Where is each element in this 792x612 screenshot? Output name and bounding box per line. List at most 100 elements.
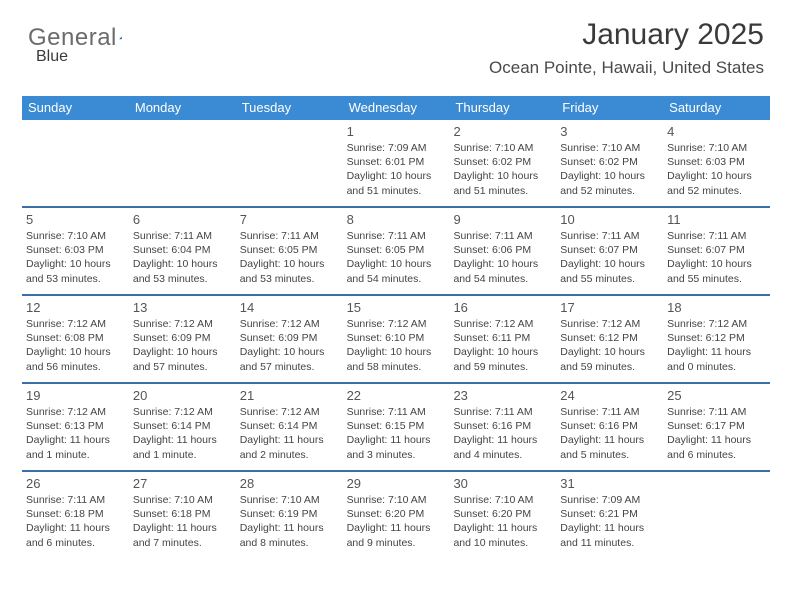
day-info: Sunrise: 7:09 AMSunset: 6:01 PMDaylight:…	[347, 141, 446, 198]
day-number: 1	[347, 124, 446, 139]
day-info: Sunrise: 7:10 AMSunset: 6:20 PMDaylight:…	[347, 493, 446, 550]
day-number: 7	[240, 212, 339, 227]
day-number: 22	[347, 388, 446, 403]
empty-cell	[129, 120, 236, 206]
day-cell: 25 Sunrise: 7:11 AMSunset: 6:17 PMDayligh…	[663, 384, 770, 470]
daylight-text: Daylight: 10 hours and 56 minutes.	[26, 345, 125, 373]
day-number: 6	[133, 212, 232, 227]
day-number: 27	[133, 476, 232, 491]
day-info: Sunrise: 7:10 AMSunset: 6:02 PMDaylight:…	[453, 141, 552, 198]
weekday-header-row: Sunday Monday Tuesday Wednesday Thursday…	[22, 96, 770, 120]
daylight-text: Daylight: 10 hours and 52 minutes.	[667, 169, 766, 197]
day-info: Sunrise: 7:10 AMSunset: 6:18 PMDaylight:…	[133, 493, 232, 550]
day-info: Sunrise: 7:11 AMSunset: 6:18 PMDaylight:…	[26, 493, 125, 550]
day-cell: 10Sunrise: 7:11 AMSunset: 6:07 PMDayligh…	[556, 208, 663, 294]
day-info: Sunrise: 7:12 AMSunset: 6:14 PMDaylight:…	[133, 405, 232, 462]
day-number: 4	[667, 124, 766, 139]
sunrise-text: Sunrise: 7:11 AM	[667, 229, 766, 243]
day-cell: 28Sunrise: 7:10 AMSunset: 6:19 PMDayligh…	[236, 472, 343, 558]
day-info: Sunrise: 7:12 AMSunset: 6:12 PMDaylight:…	[560, 317, 659, 374]
brand-part2-wrap: Blue	[36, 48, 68, 66]
sunrise-text: Sunrise: 7:11 AM	[347, 405, 446, 419]
sunrise-text: Sunrise: 7:10 AM	[560, 141, 659, 155]
day-number: 20	[133, 388, 232, 403]
day-info: Sunrise: 7:10 AMSunset: 6:03 PMDaylight:…	[667, 141, 766, 198]
sunrise-text: Sunrise: 7:11 AM	[453, 405, 552, 419]
day-number: 5	[26, 212, 125, 227]
sunset-text: Sunset: 6:18 PM	[26, 507, 125, 521]
day-number: 18	[667, 300, 766, 315]
sunrise-text: Sunrise: 7:12 AM	[240, 317, 339, 331]
empty-cell	[663, 472, 770, 558]
day-info: Sunrise: 7:11 AMSunset: 6:06 PMDaylight:…	[453, 229, 552, 286]
daylight-text: Daylight: 11 hours and 7 minutes.	[133, 521, 232, 549]
daylight-text: Daylight: 10 hours and 51 minutes.	[347, 169, 446, 197]
sunrise-text: Sunrise: 7:12 AM	[26, 317, 125, 331]
week-row: 26Sunrise: 7:11 AMSunset: 6:18 PMDayligh…	[22, 472, 770, 558]
day-info: Sunrise: 7:11 AMSunset: 6:16 PMDaylight:…	[453, 405, 552, 462]
day-cell: 13Sunrise: 7:12 AMSunset: 6:09 PMDayligh…	[129, 296, 236, 382]
brand-sail-icon	[119, 27, 123, 49]
day-info: Sunrise: 7:12 AMSunset: 6:13 PMDaylight:…	[26, 405, 125, 462]
sunrise-text: Sunrise: 7:11 AM	[133, 229, 232, 243]
sunset-text: Sunset: 6:07 PM	[667, 243, 766, 257]
sunrise-text: Sunrise: 7:12 AM	[560, 317, 659, 331]
month-title: January 2025	[489, 18, 764, 52]
daylight-text: Daylight: 10 hours and 54 minutes.	[453, 257, 552, 285]
sunrise-text: Sunrise: 7:12 AM	[453, 317, 552, 331]
sunrise-text: Sunrise: 7:10 AM	[453, 141, 552, 155]
daylight-text: Daylight: 10 hours and 59 minutes.	[560, 345, 659, 373]
day-cell: 29Sunrise: 7:10 AMSunset: 6:20 PMDayligh…	[343, 472, 450, 558]
sunrise-text: Sunrise: 7:10 AM	[26, 229, 125, 243]
day-number: 11	[667, 212, 766, 227]
day-info: Sunrise: 7:11 AMSunset: 6:07 PMDaylight:…	[560, 229, 659, 286]
daylight-text: Daylight: 11 hours and 11 minutes.	[560, 521, 659, 549]
sunrise-text: Sunrise: 7:09 AM	[347, 141, 446, 155]
day-info: Sunrise: 7:10 AMSunset: 6:03 PMDaylight:…	[26, 229, 125, 286]
day-number: 2	[453, 124, 552, 139]
week-row: 19Sunrise: 7:12 AMSunset: 6:13 PMDayligh…	[22, 384, 770, 472]
day-number: 21	[240, 388, 339, 403]
day-cell: 14Sunrise: 7:12 AMSunset: 6:09 PMDayligh…	[236, 296, 343, 382]
daylight-text: Daylight: 11 hours and 1 minute.	[133, 433, 232, 461]
daylight-text: Daylight: 11 hours and 0 minutes.	[667, 345, 766, 373]
day-info: Sunrise: 7:11 AMSunset: 6:17 PMDaylight:…	[667, 405, 766, 462]
sunset-text: Sunset: 6:17 PM	[667, 419, 766, 433]
day-info: Sunrise: 7:12 AMSunset: 6:09 PMDaylight:…	[240, 317, 339, 374]
day-cell: 23Sunrise: 7:11 AMSunset: 6:16 PMDayligh…	[449, 384, 556, 470]
sunset-text: Sunset: 6:02 PM	[560, 155, 659, 169]
day-info: Sunrise: 7:11 AMSunset: 6:15 PMDaylight:…	[347, 405, 446, 462]
daylight-text: Daylight: 11 hours and 8 minutes.	[240, 521, 339, 549]
day-cell: 11Sunrise: 7:11 AMSunset: 6:07 PMDayligh…	[663, 208, 770, 294]
day-number: 17	[560, 300, 659, 315]
daylight-text: Daylight: 11 hours and 1 minute.	[26, 433, 125, 461]
daylight-text: Daylight: 10 hours and 53 minutes.	[240, 257, 339, 285]
daylight-text: Daylight: 11 hours and 6 minutes.	[667, 433, 766, 461]
sunset-text: Sunset: 6:14 PM	[240, 419, 339, 433]
day-info: Sunrise: 7:10 AMSunset: 6:02 PMDaylight:…	[560, 141, 659, 198]
sunset-text: Sunset: 6:08 PM	[26, 331, 125, 345]
sunrise-text: Sunrise: 7:12 AM	[240, 405, 339, 419]
calendar-grid: Sunday Monday Tuesday Wednesday Thursday…	[22, 96, 770, 558]
weekday-header: Thursday	[449, 96, 556, 120]
day-number: 9	[453, 212, 552, 227]
day-cell: 8Sunrise: 7:11 AMSunset: 6:05 PMDaylight…	[343, 208, 450, 294]
daylight-text: Daylight: 10 hours and 52 minutes.	[560, 169, 659, 197]
day-cell: 12Sunrise: 7:12 AMSunset: 6:08 PMDayligh…	[22, 296, 129, 382]
day-info: Sunrise: 7:11 AMSunset: 6:16 PMDaylight:…	[560, 405, 659, 462]
day-info: Sunrise: 7:12 AMSunset: 6:10 PMDaylight:…	[347, 317, 446, 374]
sunrise-text: Sunrise: 7:10 AM	[667, 141, 766, 155]
day-number: 25	[667, 388, 766, 403]
sunset-text: Sunset: 6:04 PM	[133, 243, 232, 257]
location-subtitle: Ocean Pointe, Hawaii, United States	[489, 58, 764, 78]
sunrise-text: Sunrise: 7:12 AM	[347, 317, 446, 331]
daylight-text: Daylight: 11 hours and 9 minutes.	[347, 521, 446, 549]
sunset-text: Sunset: 6:16 PM	[453, 419, 552, 433]
day-cell: 4 Sunrise: 7:10 AMSunset: 6:03 PMDaylight…	[663, 120, 770, 206]
day-info: Sunrise: 7:12 AMSunset: 6:08 PMDaylight:…	[26, 317, 125, 374]
sunset-text: Sunset: 6:09 PM	[240, 331, 339, 345]
calendar-page: General Blue January 2025 Ocean Pointe, …	[0, 0, 792, 612]
daylight-text: Daylight: 10 hours and 51 minutes.	[453, 169, 552, 197]
day-info: Sunrise: 7:09 AMSunset: 6:21 PMDaylight:…	[560, 493, 659, 550]
daylight-text: Daylight: 11 hours and 4 minutes.	[453, 433, 552, 461]
